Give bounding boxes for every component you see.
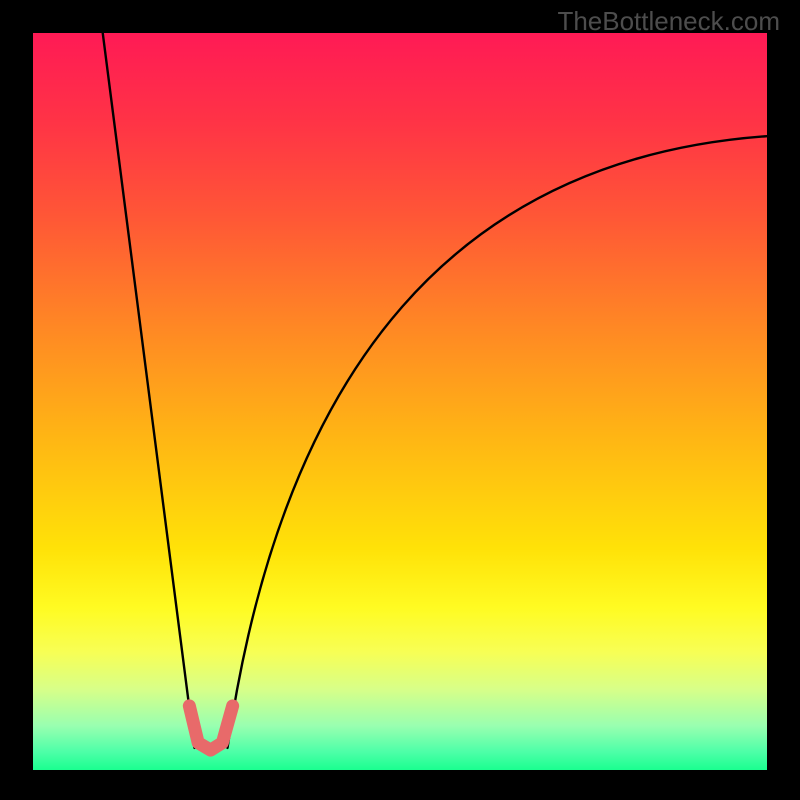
chart-stage: TheBottleneck.com (0, 0, 800, 800)
chart-svg (0, 0, 800, 800)
plot-area (33, 33, 767, 770)
watermark-text: TheBottleneck.com (557, 6, 780, 37)
